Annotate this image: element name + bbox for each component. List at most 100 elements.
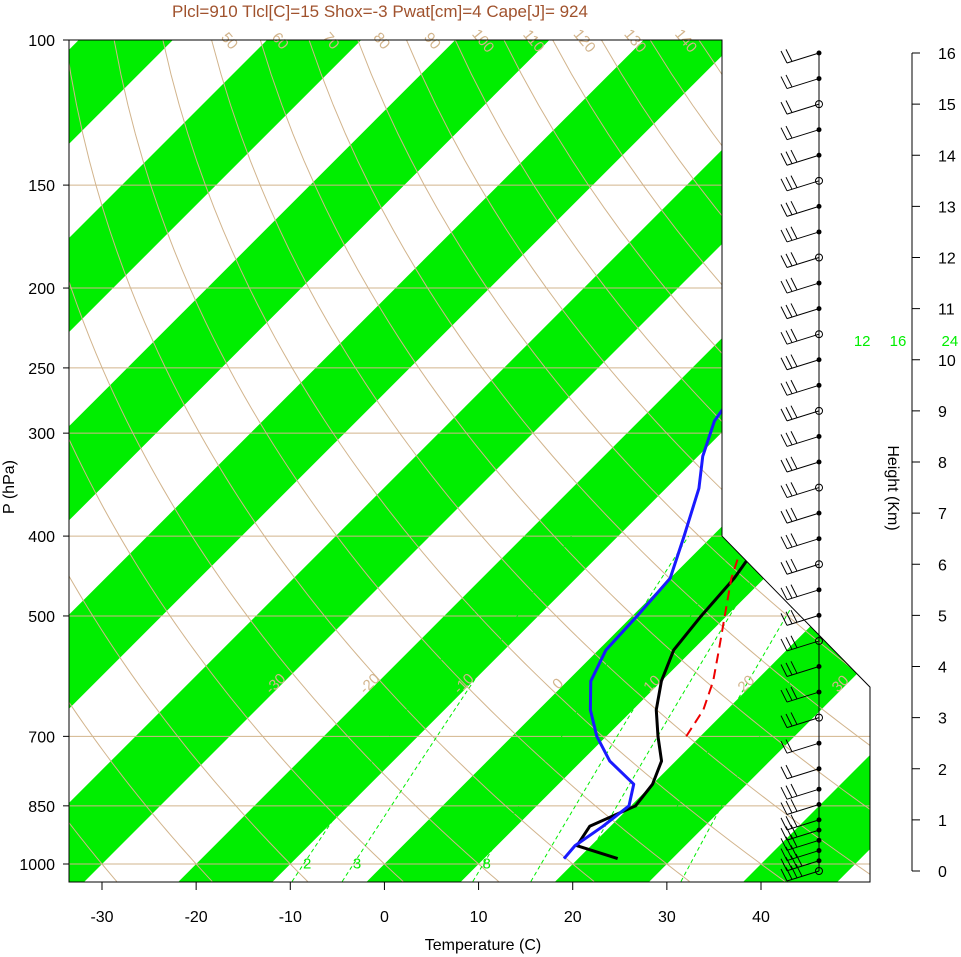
wind-barb-flag	[790, 175, 798, 188]
wind-barb-flag	[785, 637, 793, 650]
wind-barb-flag	[785, 458, 793, 471]
wind-barb	[780, 834, 822, 851]
wind-barb-flag	[790, 686, 798, 700]
wind-barb-staff	[786, 538, 820, 550]
temperature-tick-label: 20	[564, 909, 582, 926]
wind-barb-staff	[786, 860, 820, 872]
wind-barb	[780, 456, 822, 473]
mixing-ratio-label: 2	[303, 856, 311, 873]
wind-barb-staff	[786, 410, 820, 422]
wind-barb-flag	[780, 587, 788, 601]
wind-point	[816, 536, 822, 542]
wind-barb-flag	[790, 354, 798, 367]
wind-barb-staff	[786, 768, 820, 780]
wind-point	[816, 203, 822, 209]
wind-barb-flag	[785, 846, 793, 860]
wind-barb-flag	[790, 456, 798, 470]
wind-barb-flag	[790, 558, 798, 572]
wind-point	[816, 689, 822, 695]
wind-barb-flag	[790, 865, 798, 879]
temperature-axis: -30 -20 -10 0 10 20 30 40	[90, 882, 770, 926]
wind-barb-flag	[790, 834, 798, 848]
wind-barb-flag	[790, 405, 798, 418]
wind-barb-staff	[786, 435, 820, 447]
wind-barb-flag	[780, 229, 788, 243]
pressure-tick-label: 850	[28, 799, 55, 816]
temperature-band	[69, 40, 362, 882]
wind-barb-flag	[780, 740, 788, 754]
dry-adiabat-line	[69, 40, 595, 882]
wind-point	[816, 50, 822, 56]
wind-point	[816, 152, 822, 158]
wind-point	[816, 837, 822, 843]
wind-barb-flag	[790, 584, 798, 597]
wind-point	[816, 740, 822, 746]
wind-point	[816, 306, 822, 312]
height-tick-label: 13	[938, 199, 956, 216]
wind-point	[815, 100, 823, 109]
height-tick-label: 12	[938, 251, 956, 268]
wind-barb-flag	[785, 688, 793, 701]
wind-barb-staff	[786, 563, 820, 575]
wind-barb-staff	[786, 589, 820, 601]
wind-barb-staff	[786, 666, 820, 677]
wind-point	[816, 827, 822, 833]
wind-barb-flag	[780, 817, 788, 831]
height-tick-label: 14	[938, 148, 956, 165]
pressure-axis: 100 150 200 250 300 400 500 700 850 1000	[19, 33, 69, 874]
wind-barb	[780, 533, 822, 550]
dry-adiabat-line	[259, 40, 870, 882]
wind-barb-staff	[786, 359, 820, 371]
wind-barb-flag	[785, 483, 793, 497]
wind-barb-flag	[780, 766, 788, 779]
wind-barb-flag	[785, 867, 793, 880]
wind-barb-flag	[780, 689, 788, 703]
wind-barb-flag	[785, 407, 793, 420]
wind-barb-flag	[795, 853, 803, 867]
wind-point	[816, 357, 822, 363]
pressure-tick-label: 400	[28, 529, 55, 546]
y-axis-label: P (hPa)	[1, 460, 18, 514]
temperature-tick-label: 0	[380, 909, 389, 926]
wind-point	[816, 664, 822, 669]
dry-adiabat-line	[308, 40, 870, 882]
wind-barb	[780, 175, 823, 192]
wind-barb-flag	[785, 534, 793, 548]
height-tick-label: 15	[938, 97, 956, 114]
wind-barb	[780, 712, 823, 729]
wind-barb-flag	[780, 485, 788, 498]
wind-barb-flag	[790, 609, 798, 623]
wind-barb-staff	[786, 829, 820, 841]
wind-barb	[780, 845, 822, 862]
wind-point	[815, 560, 823, 569]
wind-barb-flag	[795, 863, 803, 877]
wind-point	[816, 510, 822, 516]
wind-point	[816, 433, 822, 439]
height-tick-label: 16	[938, 46, 956, 63]
temperature-band	[555, 40, 870, 882]
height-tick-label: 4	[938, 660, 947, 677]
wind-barb-flag	[780, 715, 788, 728]
dry-adiabat-line	[406, 40, 870, 882]
mixing-ratio-label: 8	[482, 856, 490, 873]
dry-adiabat-line	[162, 40, 786, 882]
temperature-tick-label: -10	[279, 909, 302, 926]
wind-barb-flag	[780, 331, 788, 345]
wind-barb-flag	[780, 613, 788, 626]
wind-barb-flag	[785, 611, 793, 624]
pressure-tick-label: 300	[28, 426, 55, 443]
wind-barb-flag	[790, 252, 798, 265]
wind-barb-flag	[780, 562, 788, 575]
pressure-tick-label: 150	[28, 178, 55, 195]
wind-barb	[780, 226, 822, 243]
wind-barb-flag	[785, 785, 793, 798]
mixing-ratio-label: 24	[942, 333, 959, 350]
mixing-ratio-line	[635, 535, 835, 882]
wind-barb-flag	[790, 712, 798, 725]
wind-barb-flag	[785, 49, 793, 62]
wind-barb-flag	[780, 101, 788, 115]
temperature-tick-label: 30	[658, 909, 676, 926]
wind-barb-staff	[786, 788, 820, 800]
wind-point	[816, 612, 822, 618]
